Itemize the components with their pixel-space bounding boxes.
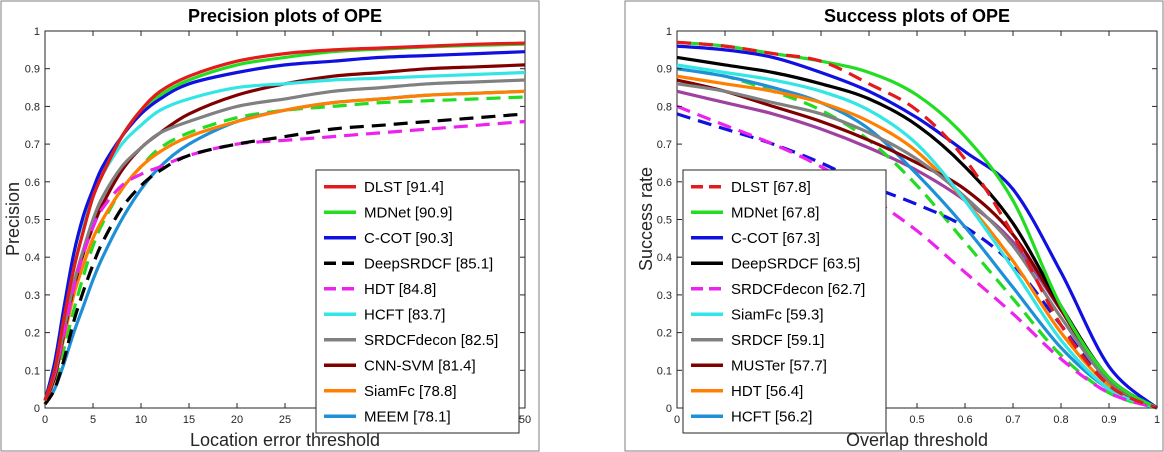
series-line-dlst (43, 41, 526, 401)
series-line-deepsrdcf-dashed (43, 112, 526, 406)
x-tick-label: 1 (1154, 414, 1160, 426)
y-tick-label: 0.7 (25, 139, 40, 151)
legend-label: DLST [91.4] (364, 179, 444, 196)
series-line-c-cot (43, 50, 526, 401)
y-tick-label: 0.9 (657, 64, 672, 76)
legend-label: SiamFc [78.8] (364, 383, 457, 400)
y-tick-label: 0.4 (25, 252, 40, 264)
y-tick-label: 0.8 (657, 101, 672, 113)
y-tick-label: 0.5 (657, 215, 672, 227)
legend-label: SRDCFdecon [82.5] (364, 332, 498, 349)
legend-label: SRDCF [59.1] (731, 332, 824, 349)
x-tick-label: 0 (674, 414, 680, 426)
y-tick-label: 0.3 (657, 290, 672, 302)
legend-label: HCFT [56.2] (731, 408, 812, 425)
legend-label: DLST [67.8] (731, 179, 811, 196)
y-tick-label: 0.7 (657, 139, 672, 151)
y-tick-label: 0.6 (25, 177, 40, 189)
y-tick-label: 0.5 (25, 215, 40, 227)
success-chart: Success plots of OPE 0 0.1 0.2 0.3 0.4 0.5 0.6… (624, 0, 1164, 452)
x-tick-label: 25 (279, 414, 291, 426)
x-tick-label: 10 (135, 414, 147, 426)
legend-label: MDNet [90.9] (364, 204, 452, 221)
y-tick-label: 0 (666, 403, 672, 415)
series-line-hcft (676, 67, 1158, 410)
legend-label: C-COT [67.3] (731, 230, 820, 247)
series-line-c-cot (676, 44, 1159, 410)
legend-label: DeepSRDCF [85.1] (364, 255, 493, 272)
series-line-hdt-dashed (43, 119, 526, 402)
legend-label: HDT [56.4] (731, 383, 803, 400)
y-tick-label: 0.1 (25, 365, 40, 377)
x-tick-label: 0.7 (1005, 414, 1020, 426)
precision-x-axis-label: Location error threshold (190, 430, 380, 450)
x-tick-label: 15 (183, 414, 195, 426)
y-tick-label: 0.3 (25, 290, 40, 302)
y-tick-label: 0.6 (657, 177, 672, 189)
x-tick-label: 0.6 (957, 414, 972, 426)
y-tick-label: 1 (666, 26, 672, 38)
series-line-hdt (676, 74, 1158, 410)
x-tick-label: 0 (42, 414, 48, 426)
x-tick-label: 50 (519, 414, 531, 426)
legend-label: DeepSRDCF [63.5] (731, 255, 860, 272)
precision-y-axis-label: Precision (3, 182, 23, 256)
legend-label: SiamFc [59.3] (731, 306, 824, 323)
series-line-mdnet-dashed (676, 67, 1158, 410)
y-tick-label: 0.8 (25, 101, 40, 113)
precision-chart: Precision plots of OPE 05101520253035404… (0, 0, 540, 452)
x-tick-label: 20 (231, 414, 243, 426)
series-line-srdcfdecon-dashed (676, 104, 1158, 410)
legend-label: MUSTer [57.7] (731, 357, 827, 374)
success-y-axis-label: Success rate (636, 167, 656, 271)
y-tick-label: 0.2 (657, 328, 672, 340)
x-tick-label: 5 (90, 414, 96, 426)
success-title: Success plots of OPE (824, 6, 1010, 26)
success-x-axis-label: Overlap threshold (846, 430, 988, 450)
success-series-group (676, 40, 1159, 410)
legend-label: C-COT [90.3] (364, 230, 453, 247)
y-tick-label: 1 (34, 26, 40, 38)
y-tick-label: 0.4 (657, 252, 672, 264)
y-tick-label: 0 (34, 403, 40, 415)
x-tick-label: 0.8 (1053, 414, 1068, 426)
legend-label: HCFT [83.7] (364, 306, 445, 323)
legend-label: HDT [84.8] (364, 281, 436, 298)
precision-legend: DLST [91.4] MDNet [90.9] C-COT [90.3] DeepS… (315, 169, 520, 434)
success-legend: DLST [67.8] MDNet [67.8] C-COT [67.3] DeepS… (682, 169, 887, 434)
legend-label: SRDCFdecon [62.7] (731, 281, 865, 298)
series-line-siamfc (676, 63, 1158, 410)
y-tick-label: 0.2 (25, 328, 40, 340)
legend-label: MEEM [78.1] (364, 408, 451, 425)
precision-series-group (43, 41, 526, 406)
series-line-dlst-dashed (676, 40, 1158, 410)
y-tick-label: 0.9 (25, 64, 40, 76)
y-tick-label: 0.1 (657, 365, 672, 377)
legend-label: MDNet [67.8] (731, 204, 819, 221)
x-tick-label: 0.9 (1101, 414, 1116, 426)
x-tick-label: 0.5 (909, 414, 924, 426)
legend-label: CNN-SVM [81.4] (364, 357, 476, 374)
precision-title: Precision plots of OPE (188, 6, 382, 26)
series-line-srdcf (676, 82, 1158, 410)
